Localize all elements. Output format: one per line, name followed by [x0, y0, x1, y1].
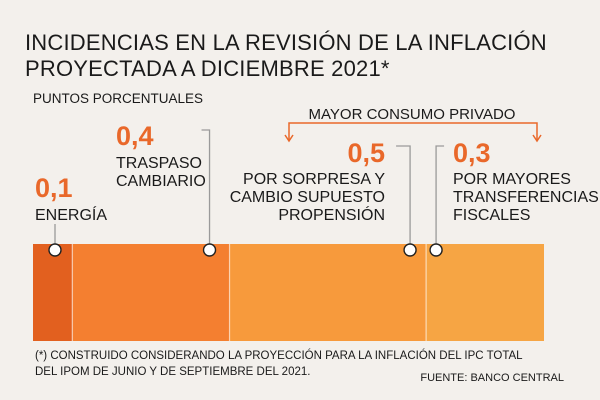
marker-dot-3 [403, 243, 417, 257]
chart-title-line-2: PROYECTADA A DICIEMBRE 2021* [25, 56, 390, 81]
bracket-line [288, 122, 538, 140]
value-label-1: 0,1 [35, 173, 73, 203]
value-label-3: 0,5 [347, 138, 385, 168]
value-label-4: 0,3 [453, 138, 491, 168]
marker-dot-4 [429, 243, 443, 257]
value-label-2: 0,4 [116, 121, 154, 151]
segment-label-1-line-1: ENERGÍA [35, 205, 107, 224]
bracket-arrow-right [532, 134, 542, 143]
footnote-line-1: (*) CONSTRUIDO CONSIDERANDO LA PROYECCIÓ… [35, 349, 523, 362]
bracket: MAYOR CONSUMO PRIVADO [284, 103, 542, 143]
segment-label-3-line-3: PROPENSIÓN [278, 205, 385, 224]
marker-dot-2 [202, 243, 217, 257]
connector-line-3 [396, 145, 411, 250]
segment-label-3-line-1: POR SORPRESA Y [243, 171, 385, 188]
connector-line-4 [435, 145, 445, 250]
bracket-label: MAYOR CONSUMO PRIVADO [309, 106, 516, 123]
bar-segment-2 [72, 244, 230, 341]
bar-segment-4 [426, 244, 544, 341]
segment-label-4-line-3: FISCALES [453, 207, 530, 224]
bar-segment-3 [229, 244, 427, 341]
bracket-label-bg [300, 103, 526, 125]
chart-title-line-1: INCIDENCIAS EN LA REVISIÓN DE LA INFLACI… [25, 30, 547, 55]
source-label: FUENTE: BANCO CENTRAL [420, 372, 564, 384]
bar-segment-1 [33, 244, 73, 341]
bracket-arrow-left [284, 134, 294, 143]
footnote-line-2: DEL IPOM DE JUNIO Y DE SEPTIEMBRE DEL 20… [35, 366, 310, 378]
segment-label-2-line-2: CAMBIARIO [116, 173, 206, 190]
marker-dot-1 [48, 243, 62, 257]
connector-line-2 [201, 129, 211, 250]
chart-subtitle: PUNTOS PORCENTUALES [33, 91, 203, 106]
segment-label-3-line-2: CAMBIO SUPUESTO [230, 189, 385, 206]
segment-label-2-line-1: TRASPASO [116, 155, 202, 172]
segment-label-4-line-1: POR MAYORES [453, 171, 571, 188]
segment-label-4-line-2: TRANSFERENCIAS [453, 189, 599, 206]
